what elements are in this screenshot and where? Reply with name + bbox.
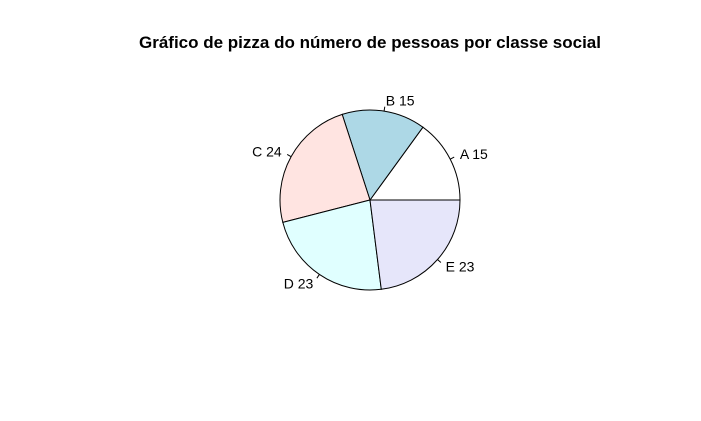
- pie-slice-e: [369, 199, 461, 290]
- label-tick-d: [316, 274, 320, 279]
- pie-slice-d: [282, 199, 382, 291]
- pie-slices: [279, 109, 461, 291]
- label-tick-b: [383, 106, 386, 112]
- pie-label-e: E 23: [446, 259, 475, 275]
- pie-slice-b: [341, 109, 424, 202]
- pie-label-a: A 15: [460, 146, 488, 162]
- pie-label-c: C 24: [252, 143, 282, 159]
- pie-slice-a: [369, 126, 461, 201]
- pie-labels: A 15 B 15 C 24 D 23 E 23: [252, 92, 488, 291]
- chart-title: Gráfico de pizza do número de pessoas po…: [139, 33, 601, 52]
- pie-slice-c: [279, 113, 371, 223]
- label-tick-c: [286, 154, 292, 158]
- label-tick-e: [437, 259, 442, 263]
- pie-label-d: D 23: [284, 275, 314, 291]
- pie-label-b: B 15: [386, 92, 415, 108]
- label-tick-a: [449, 156, 455, 160]
